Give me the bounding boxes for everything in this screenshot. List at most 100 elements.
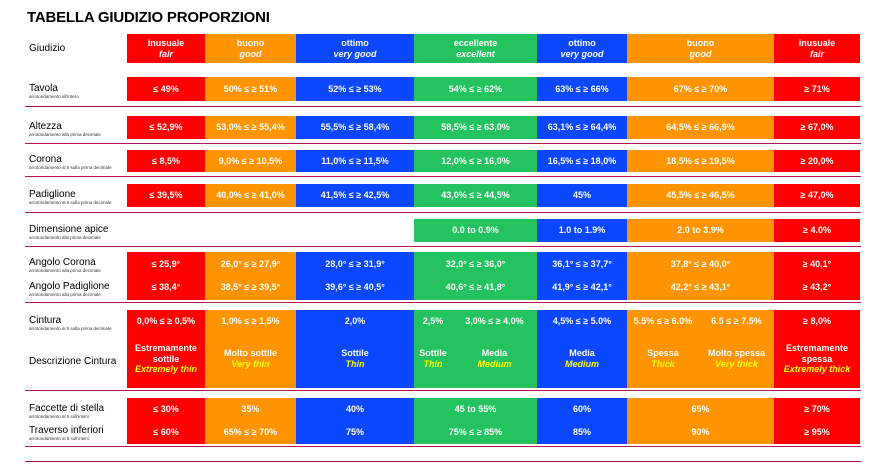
- table-cell: Sottile Thin: [341, 348, 369, 369]
- table-cell: 2,0%: [344, 315, 366, 326]
- label-faccette-stella: Faccette di stella arrotondamento al 5 su…: [29, 403, 105, 419]
- table-cell: ≤ 39,5%: [127, 184, 205, 207]
- giudizio-cell-ottimo: ottimo very good: [537, 34, 627, 63]
- table-cell: 45%: [537, 184, 627, 207]
- table-cell: ≤ 25,9°: [151, 258, 181, 269]
- table-block: [296, 252, 414, 300]
- table-cell: 0.0 to 0.9%: [414, 219, 537, 242]
- table-cell: Sottile Thin: [419, 348, 447, 369]
- table-cell: 1.0 to 1.9%: [537, 219, 627, 242]
- table-cell: 53,0% ≤ ≥ 55,4%: [205, 116, 296, 139]
- table-block: [774, 398, 860, 444]
- table-cell: 64,5% ≤ ≥ 66,9%: [627, 116, 774, 139]
- table-cell: 41,5% ≤ ≥ 42,5%: [296, 184, 414, 207]
- table-cell: 45,5% ≤ ≥ 46,5%: [627, 184, 774, 207]
- label-traverso-inferiori: Traverso inferiori arrotondamento al 5 su…: [29, 425, 104, 441]
- table-cell: 38,5° ≤ ≥ 39,5°: [220, 281, 281, 292]
- row-divider: [25, 176, 861, 177]
- table-block: [296, 310, 414, 388]
- table-cell: 1,0% ≤ ≥ 1,5%: [221, 315, 280, 326]
- table-cell: Estremamente spessa Extremely thick: [783, 342, 851, 375]
- table-cell: 5.5% ≤ ≥ 6.0%: [633, 315, 693, 326]
- table-block: [627, 310, 774, 388]
- table-cell: 58,5% ≤ ≥ 63,0%: [414, 116, 537, 139]
- table-block: [127, 310, 205, 388]
- table-cell: 42,2° ≤ ≥ 43,1°: [670, 281, 731, 292]
- table-cell: Molto spessa Very thick: [707, 348, 765, 369]
- giudizio-cell-eccellente: eccellente excellent: [414, 34, 537, 63]
- row-divider: [25, 246, 861, 247]
- table-cell: 35%: [241, 403, 260, 414]
- table-block: [774, 252, 860, 300]
- table-cell: 60%: [572, 403, 591, 414]
- table-block: [774, 310, 860, 388]
- table-cell: 37,8° ≤ ≥ 40,0°: [670, 258, 731, 269]
- table-cell: Estremamente sottile Extremely thin: [134, 342, 198, 375]
- table-block: [414, 310, 537, 388]
- table-block: [414, 252, 537, 300]
- table-cell: ≥ 20,0%: [774, 150, 860, 172]
- table-cell: 11,0% ≤ ≥ 11,5%: [296, 150, 414, 172]
- table-cell: 65% ≤ ≥ 70%: [223, 426, 278, 437]
- table-cell: 26,0° ≤ ≥ 27,9°: [220, 258, 281, 269]
- table-cell: 40%: [345, 403, 364, 414]
- table-cell: ≥ 71%: [774, 77, 860, 101]
- page-title: TABELLA GIUDIZIO PROPORZIONI: [27, 9, 270, 26]
- table-cell: 55,5% ≤ ≥ 58,4%: [296, 116, 414, 139]
- label-dimensione-apice: Dimensione apice arrotondamento alla prim…: [29, 224, 109, 240]
- label-padiglione: Padiglione arrotondamento al 5 sulla prim…: [29, 189, 112, 205]
- table-block: [537, 398, 627, 444]
- table-block: [127, 398, 205, 444]
- table-cell: 54% ≤ ≥ 62%: [414, 77, 537, 101]
- table-cell: ≥ 40,1°: [802, 258, 832, 269]
- table-cell: 36,1° ≤ ≥ 37,7°: [552, 258, 612, 269]
- label-angolo-padiglione: Angolo Padiglione arrotondamento alla pri…: [29, 281, 110, 297]
- table-block: [205, 398, 296, 444]
- table-cell: 12,0% ≤ ≥ 16,0%: [414, 150, 537, 172]
- table-cell: ≥ 95%: [804, 426, 830, 437]
- table-cell: ≥ 4.0%: [774, 219, 860, 242]
- label-giudizio: Giudizio: [29, 43, 66, 54]
- table-cell: 90%: [691, 426, 710, 437]
- table-cell: ≤ 52,9%: [127, 116, 205, 139]
- table-cell: ≥ 67,0%: [774, 116, 860, 139]
- table-cell: ≤ 8,5%: [127, 150, 205, 172]
- giudizio-cell-inusuale: inusuale fair: [127, 34, 205, 63]
- table-cell: 32,0° ≤ ≥ 36,0°: [445, 258, 506, 269]
- table-cell: 67% ≤ ≥ 70%: [627, 77, 774, 101]
- giudizio-cell-buono: buono good: [627, 34, 774, 63]
- table-cell: 75%: [345, 426, 364, 437]
- table-block: [296, 398, 414, 444]
- table-cell: 2.0 to 3.9%: [627, 219, 774, 242]
- table-cell: 45 to 55%: [454, 403, 497, 414]
- table-cell: 40,0% ≤ ≥ 41,0%: [205, 184, 296, 207]
- table-cell: 2,5%: [422, 315, 444, 326]
- row-divider: [25, 461, 861, 462]
- row-divider: [25, 143, 861, 144]
- table-cell: Media Medium: [564, 348, 599, 369]
- table-cell: ≤ 49%: [127, 77, 205, 101]
- table-cell: 63% ≤ ≥ 66%: [537, 77, 627, 101]
- table-cell: 41,9° ≤ ≥ 42,1°: [552, 281, 612, 292]
- table-cell: 40,6° ≤ ≥ 41,8°: [445, 281, 506, 292]
- table-cell: 6.5 ≤ ≥ 7.5%: [711, 315, 762, 326]
- giudizio-cell-ottimo: ottimo very good: [296, 34, 414, 63]
- table-cell: ≥ 8,0%: [803, 315, 831, 326]
- table-block: [627, 252, 774, 300]
- table-cell: 43,0% ≤ ≥ 44,5%: [414, 184, 537, 207]
- table-block: [627, 398, 774, 444]
- table-block: [127, 252, 205, 300]
- row-divider: [25, 390, 861, 391]
- label-altezza: Altezza arrotondamento alla prima decimal…: [29, 121, 101, 137]
- table-cell: ≥ 43,2°: [802, 281, 832, 292]
- table-cell: Molto sottile Very thin: [224, 348, 277, 369]
- table-cell: 9,0% ≤ ≥ 10,5%: [205, 150, 296, 172]
- table-cell: 50% ≤ ≥ 51%: [205, 77, 296, 101]
- table-cell: 3,0% ≤ ≥ 4,0%: [465, 315, 524, 326]
- row-divider: [25, 212, 861, 213]
- table-cell: 52% ≤ ≥ 53%: [296, 77, 414, 101]
- table-cell: 16,5% ≤ ≥ 18,0%: [537, 150, 627, 172]
- row-divider: [25, 446, 861, 447]
- table-cell: 39,6° ≤ ≥ 40,5°: [325, 281, 385, 292]
- label-angolo-corona: Angolo Corona arrotondamento alla prima d…: [29, 257, 101, 273]
